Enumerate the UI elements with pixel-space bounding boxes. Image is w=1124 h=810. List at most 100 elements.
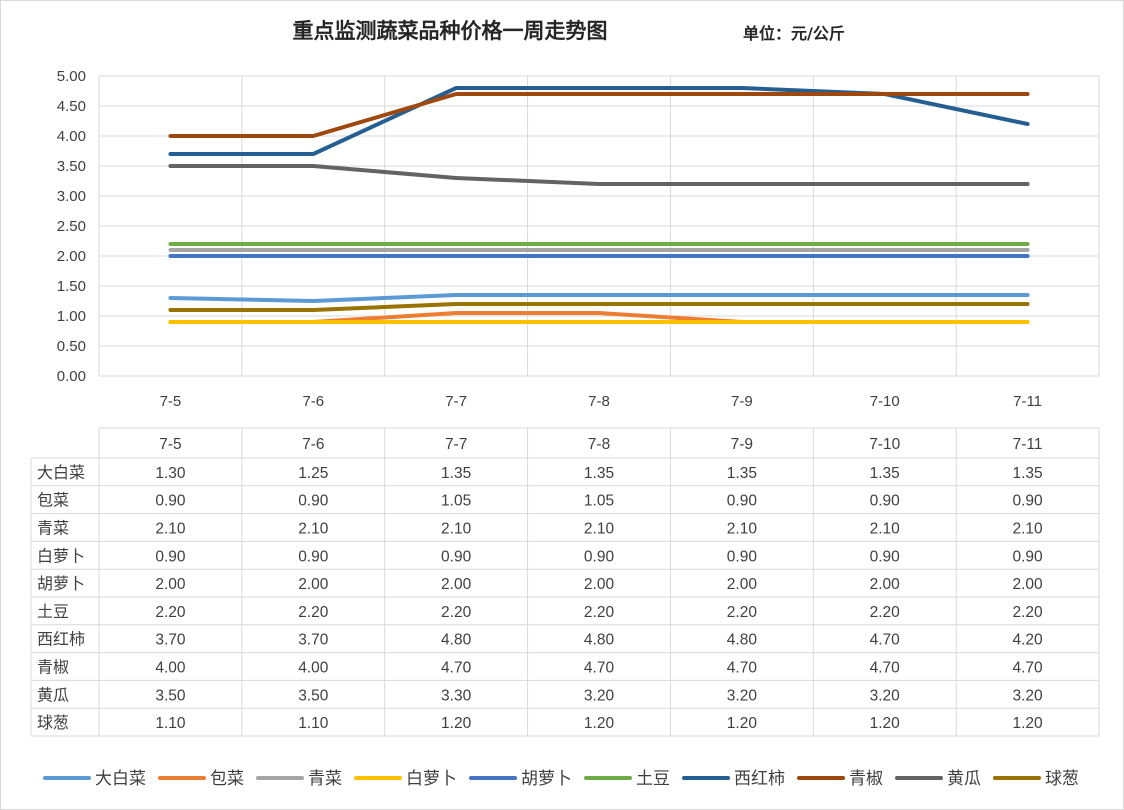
table-row-label: 大白菜 bbox=[37, 463, 85, 482]
legend-label: 白萝卜 bbox=[406, 769, 457, 789]
y-tick-label: 5.00 bbox=[57, 68, 86, 85]
table-cell: 1.35 bbox=[584, 465, 614, 482]
y-axis: 0.00 0.50 1.00 1.50 2.00 2.50 3.00 3.50 4.00 4.50… bbox=[57, 68, 86, 385]
table-cell: 0.90 bbox=[298, 493, 329, 510]
table-cell: 1.05 bbox=[441, 493, 471, 510]
legend-item[interactable]: 白萝卜 bbox=[354, 769, 457, 789]
table-row-label: 青菜 bbox=[37, 519, 69, 538]
table-cell: 2.00 bbox=[1012, 576, 1043, 593]
table-cell: 2.10 bbox=[298, 521, 329, 538]
x-axis: 7-5 7-6 7-7 7-8 7-9 7-10 7-11 bbox=[160, 393, 1042, 410]
table-cell: 2.10 bbox=[155, 521, 186, 538]
legend-item[interactable]: 球葱 bbox=[993, 769, 1079, 789]
table-header-cell: 7-5 bbox=[159, 436, 181, 453]
table-cell: 0.90 bbox=[441, 548, 472, 565]
series-line-1 bbox=[168, 293, 1030, 303]
table-cell: 2.10 bbox=[870, 521, 901, 538]
table-cell: 2.10 bbox=[1012, 521, 1043, 538]
table-cell: 1.20 bbox=[1012, 715, 1043, 732]
y-tick-label: 4.50 bbox=[57, 98, 86, 115]
table-cell: 1.35 bbox=[727, 465, 757, 482]
table-cell: 2.00 bbox=[727, 576, 758, 593]
x-tick-label: 7-10 bbox=[870, 393, 900, 410]
legend-item[interactable]: 包菜 bbox=[158, 769, 244, 789]
table-cell: 1.20 bbox=[441, 715, 472, 732]
legend-item[interactable]: 黄瓜 bbox=[895, 769, 981, 789]
series-line-9 bbox=[168, 164, 1030, 186]
x-tick-label: 7-5 bbox=[160, 393, 182, 410]
legend-label: 胡萝卜 bbox=[521, 769, 572, 789]
table-row-label: 土豆 bbox=[37, 602, 69, 621]
table-cell: 1.10 bbox=[298, 715, 329, 732]
table-cell: 1.25 bbox=[298, 465, 328, 482]
table-cell: 2.20 bbox=[870, 604, 901, 621]
table-cell: 3.20 bbox=[584, 687, 615, 704]
table-cell: 4.80 bbox=[441, 632, 472, 649]
table-cell: 2.10 bbox=[441, 521, 472, 538]
table-cell: 1.20 bbox=[870, 715, 901, 732]
legend[interactable]: 大白菜 包菜 青菜 白萝卜 胡萝卜 土豆 西红柿 青椒 黄瓜 球葱 bbox=[43, 769, 1079, 789]
x-tick-label: 7-11 bbox=[1013, 393, 1042, 410]
table-cell: 1.10 bbox=[155, 715, 186, 732]
x-tick-label: 7-6 bbox=[302, 393, 324, 410]
table-cell: 2.00 bbox=[155, 576, 186, 593]
table-cell: 4.70 bbox=[870, 632, 901, 649]
y-tick-label: 3.50 bbox=[57, 158, 86, 175]
y-tick-label: 0.00 bbox=[57, 368, 86, 385]
table-cell: 2.20 bbox=[584, 604, 615, 621]
legend-label: 西红柿 bbox=[734, 769, 785, 789]
x-tick-label: 7-9 bbox=[731, 393, 753, 410]
x-tick-label: 7-8 bbox=[588, 393, 610, 410]
table-row-label: 胡萝卜 bbox=[37, 574, 85, 593]
table-cell: 1.20 bbox=[727, 715, 758, 732]
table-cell: 4.70 bbox=[727, 660, 758, 677]
legend-item[interactable]: 大白菜 bbox=[43, 769, 146, 789]
table-cell: 0.90 bbox=[870, 493, 901, 510]
table-header-cell: 7-9 bbox=[731, 436, 753, 453]
table-cell: 3.20 bbox=[727, 687, 758, 704]
table-cell: 2.00 bbox=[441, 576, 472, 593]
legend-label: 球葱 bbox=[1045, 769, 1079, 789]
grid bbox=[98, 75, 1100, 377]
table-cell: 1.35 bbox=[870, 465, 900, 482]
series-lines bbox=[168, 86, 1030, 324]
x-tick-label: 7-7 bbox=[445, 393, 467, 410]
table-cell: 4.00 bbox=[155, 660, 186, 677]
table-row-label: 西红柿 bbox=[37, 630, 85, 649]
table-cell: 1.20 bbox=[584, 715, 615, 732]
legend-label: 青菜 bbox=[308, 769, 342, 789]
table-cell: 3.70 bbox=[298, 632, 329, 649]
table-row-label: 球葱 bbox=[37, 713, 69, 732]
legend-item[interactable]: 胡萝卜 bbox=[469, 769, 572, 789]
legend-label: 青椒 bbox=[849, 769, 883, 789]
legend-item[interactable]: 青菜 bbox=[256, 769, 342, 789]
table-row-label: 白萝卜 bbox=[37, 546, 85, 565]
series-line-8 bbox=[168, 92, 1030, 138]
table-cell: 3.20 bbox=[870, 687, 901, 704]
table-cell: 3.20 bbox=[1012, 687, 1043, 704]
table-cell: 4.80 bbox=[727, 632, 758, 649]
table-cell: 3.50 bbox=[155, 687, 186, 704]
table-cell: 4.70 bbox=[870, 660, 901, 677]
legend-label: 土豆 bbox=[636, 769, 670, 789]
table-cell: 2.20 bbox=[298, 604, 329, 621]
table-cell: 4.70 bbox=[1012, 660, 1043, 677]
table-cell: 3.70 bbox=[155, 632, 186, 649]
table-cell: 2.10 bbox=[584, 521, 615, 538]
legend-item[interactable]: 西红柿 bbox=[682, 769, 785, 789]
table-cell: 0.90 bbox=[298, 548, 329, 565]
table-row-label: 包菜 bbox=[37, 491, 69, 510]
table-row-label: 黄瓜 bbox=[37, 685, 69, 704]
y-tick-label: 0.50 bbox=[57, 338, 86, 355]
table-cell: 2.20 bbox=[441, 604, 472, 621]
table-cell: 0.90 bbox=[727, 493, 758, 510]
table-cell: 0.90 bbox=[155, 493, 186, 510]
y-tick-label: 1.50 bbox=[57, 278, 86, 295]
legend-item[interactable]: 青椒 bbox=[797, 769, 883, 789]
legend-label: 包菜 bbox=[210, 769, 244, 789]
table-cell: 0.90 bbox=[727, 548, 758, 565]
legend-item[interactable]: 土豆 bbox=[584, 769, 670, 789]
table-header-cell: 7-7 bbox=[445, 436, 467, 453]
table-cell: 4.80 bbox=[584, 632, 615, 649]
